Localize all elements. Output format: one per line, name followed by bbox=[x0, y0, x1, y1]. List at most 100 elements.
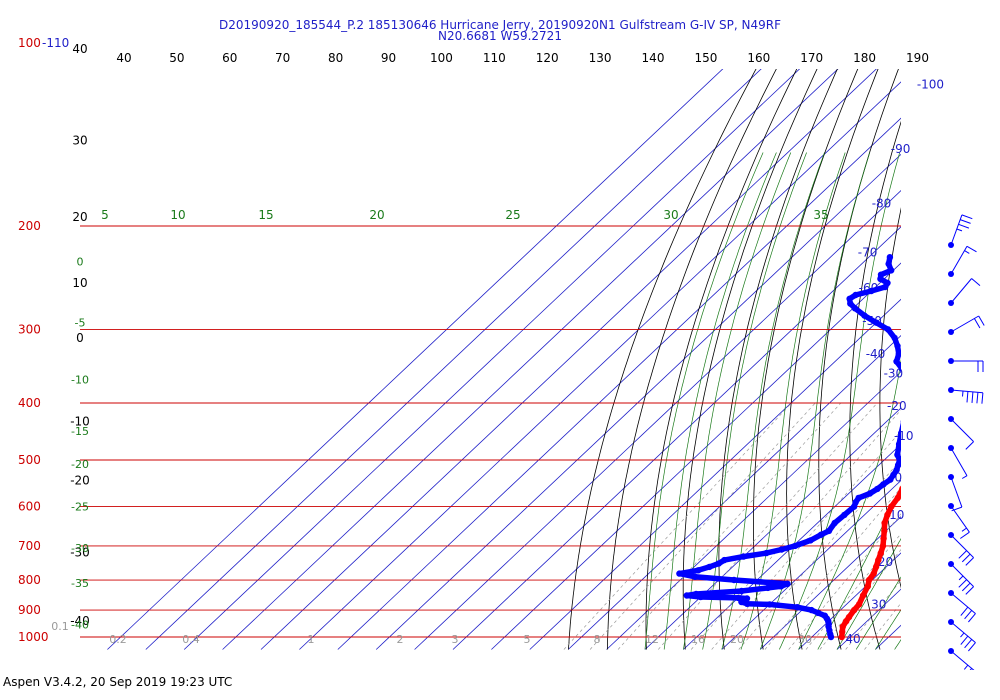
mixing-ratio-line bbox=[788, 513, 901, 650]
wind-barb bbox=[948, 214, 973, 248]
isotherm-line bbox=[183, 69, 801, 650]
mixing-ratio-line bbox=[658, 402, 878, 650]
theta-e-label: -30 bbox=[71, 542, 89, 555]
dewpoint-point bbox=[814, 609, 822, 617]
top-scale-label: 130 bbox=[589, 51, 612, 65]
pressure-label: 700 bbox=[18, 539, 41, 553]
wind-barb-feather bbox=[971, 391, 974, 403]
mixing-ratio-label: 0.1 bbox=[51, 620, 69, 633]
pressure-label: 200 bbox=[18, 219, 41, 233]
left-scale-label: -30 bbox=[70, 545, 90, 559]
dewpoint-point bbox=[734, 594, 742, 602]
top-scale-label: 80 bbox=[328, 51, 343, 65]
dewpoint-point bbox=[821, 612, 828, 619]
dry-adiabat-line bbox=[568, 69, 757, 650]
isotherm-line bbox=[721, 479, 901, 650]
pressure-label: 400 bbox=[18, 396, 41, 410]
temperature-point bbox=[850, 606, 858, 614]
isotherm-line bbox=[759, 516, 901, 650]
dewpoint-point bbox=[900, 420, 901, 423]
dewpoint-point bbox=[676, 570, 683, 577]
dewpoint-point bbox=[794, 604, 801, 611]
dry-adiabat-line bbox=[753, 69, 859, 650]
mixing-ratio-label: 12 bbox=[645, 633, 659, 646]
wind-barb-staff bbox=[950, 418, 974, 442]
top-scale-label: 170 bbox=[800, 51, 823, 65]
dewpoint-point bbox=[873, 319, 880, 326]
dewpoint-point bbox=[896, 456, 901, 464]
moist-adiabat-label: 35 bbox=[813, 208, 828, 222]
temperature-point bbox=[880, 535, 887, 542]
moist-adiabat-line bbox=[836, 537, 901, 650]
mixing-ratio-line bbox=[738, 458, 901, 650]
dewpoint-point bbox=[885, 260, 892, 268]
mixing-ratio-label: 16 bbox=[691, 633, 705, 646]
wind-barb-feather bbox=[958, 550, 967, 559]
mixing-ratio-label: 8 bbox=[594, 633, 601, 646]
dewpoint-point bbox=[846, 295, 853, 302]
temperature-point bbox=[845, 613, 853, 621]
top-scale-label: 90 bbox=[381, 51, 396, 65]
dewpoint-point bbox=[887, 476, 894, 483]
dewpoint-point bbox=[841, 511, 848, 519]
dewpoint-point bbox=[894, 342, 901, 350]
top-scale-label: 160 bbox=[747, 51, 770, 65]
temperature-point bbox=[938, 400, 944, 406]
dewpoint-point bbox=[738, 587, 745, 595]
isotherm-line bbox=[952, 22, 1000, 649]
mixing-ratio-line bbox=[589, 402, 816, 650]
wind-barb-feather bbox=[958, 575, 964, 581]
isotherm-line bbox=[260, 69, 877, 650]
temperature-point bbox=[950, 373, 956, 379]
dewpoint-point bbox=[852, 291, 859, 299]
top-scale-label: 150 bbox=[694, 51, 717, 65]
wind-barb-feather bbox=[964, 639, 973, 649]
isotherm-line bbox=[836, 588, 901, 650]
dewpoint-point bbox=[890, 471, 897, 479]
moist-adiabat-line bbox=[894, 639, 901, 650]
mixing-ratio-line bbox=[819, 549, 901, 650]
temperature-point bbox=[969, 326, 975, 332]
dewpoint-point bbox=[778, 546, 785, 553]
isotherm-line bbox=[414, 190, 901, 650]
dewpoint-point bbox=[808, 606, 815, 614]
temperature-point bbox=[864, 583, 871, 590]
moist-adiabat-label: 20 bbox=[369, 208, 384, 222]
wind-barb-staff bbox=[950, 315, 979, 333]
mixing-ratio-label: 0.2 bbox=[109, 633, 127, 646]
mixing-ratio-line bbox=[617, 402, 842, 650]
top-scale-label: 180 bbox=[853, 51, 876, 65]
temperature-point bbox=[870, 570, 877, 577]
dry-adiabat-line bbox=[909, 22, 975, 649]
temperature-point bbox=[894, 494, 901, 502]
dewpoint-point bbox=[868, 287, 875, 295]
dewpoint-point bbox=[784, 580, 791, 587]
theta-e-label: -10 bbox=[71, 374, 89, 387]
chart-title: D20190920_185544_P.2 185130646 Hurricane… bbox=[0, 19, 1000, 42]
dewpoint-point bbox=[906, 406, 912, 412]
top-scale-label: 110 bbox=[483, 51, 506, 65]
wind-barb-staff bbox=[950, 650, 975, 670]
dry-adiabat-line bbox=[682, 69, 818, 650]
left-scale-label: -10 bbox=[70, 414, 90, 428]
temperature-point bbox=[875, 556, 882, 564]
left-scale-label: 40 bbox=[72, 42, 87, 56]
isotherm-line bbox=[299, 81, 901, 650]
dewpoint-point bbox=[907, 380, 913, 386]
isotherm-line bbox=[337, 117, 901, 650]
isotherm-label: -90 bbox=[891, 142, 911, 156]
moist-adiabat-line bbox=[798, 358, 901, 650]
isotherm-label: 10 bbox=[889, 508, 904, 522]
wind-barb bbox=[948, 445, 968, 479]
wind-barb bbox=[948, 590, 976, 623]
mixing-ratio-line bbox=[563, 402, 792, 650]
dewpoint-point bbox=[807, 537, 814, 544]
temperature-point bbox=[839, 623, 846, 630]
temperature-trace bbox=[839, 485, 901, 640]
wind-barb-feather bbox=[964, 250, 970, 254]
top-scale-label: 140 bbox=[642, 51, 665, 65]
theta-e-label: -15 bbox=[71, 425, 89, 438]
wind-barb-feather bbox=[973, 318, 981, 329]
mixing-ratio-line bbox=[845, 579, 901, 650]
pressure-label: 800 bbox=[18, 573, 41, 587]
